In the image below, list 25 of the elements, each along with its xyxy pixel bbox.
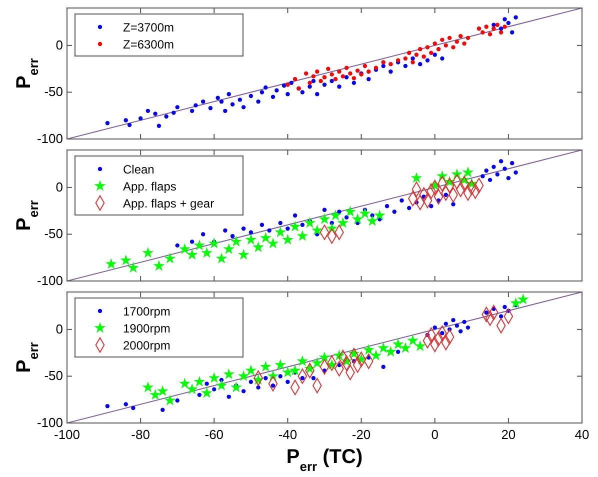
y-tick-label: -100	[36, 273, 63, 288]
y-tick-label: -50	[44, 368, 63, 384]
x-tick-label: -60	[204, 427, 224, 442]
y-tick-label: -100	[36, 131, 63, 146]
y-tick-label: -50	[44, 226, 63, 242]
legend-label: App. flaps	[123, 180, 176, 194]
legend-label: 1700rpm	[123, 304, 170, 318]
y-tick-label: 0	[56, 179, 63, 194]
x-axis-title: P$_{err}$ (TC)	[286, 446, 363, 474]
legend-label: App. flaps + gear	[123, 196, 214, 210]
x-tick-label: -20	[352, 427, 371, 442]
x-tick-label: -80	[131, 427, 150, 442]
y-tick-label: 0	[56, 37, 63, 52]
y-tick-label: -100	[36, 415, 63, 430]
legend-label: 1900rpm	[123, 322, 170, 336]
x-tick-label: 20	[501, 427, 516, 442]
x-tick-label: -40	[278, 427, 298, 442]
legend-label: Clean	[123, 162, 154, 176]
x-tick-label: 40	[574, 427, 590, 442]
y-tick-label: -50	[44, 84, 63, 100]
x-tick-label: 0	[431, 427, 438, 442]
legend-label: Z=6300m	[123, 38, 174, 52]
legend-label: 2000rpm	[123, 338, 170, 352]
y-tick-label: 0	[56, 321, 63, 336]
legend-label: Z=3700m	[123, 20, 174, 34]
